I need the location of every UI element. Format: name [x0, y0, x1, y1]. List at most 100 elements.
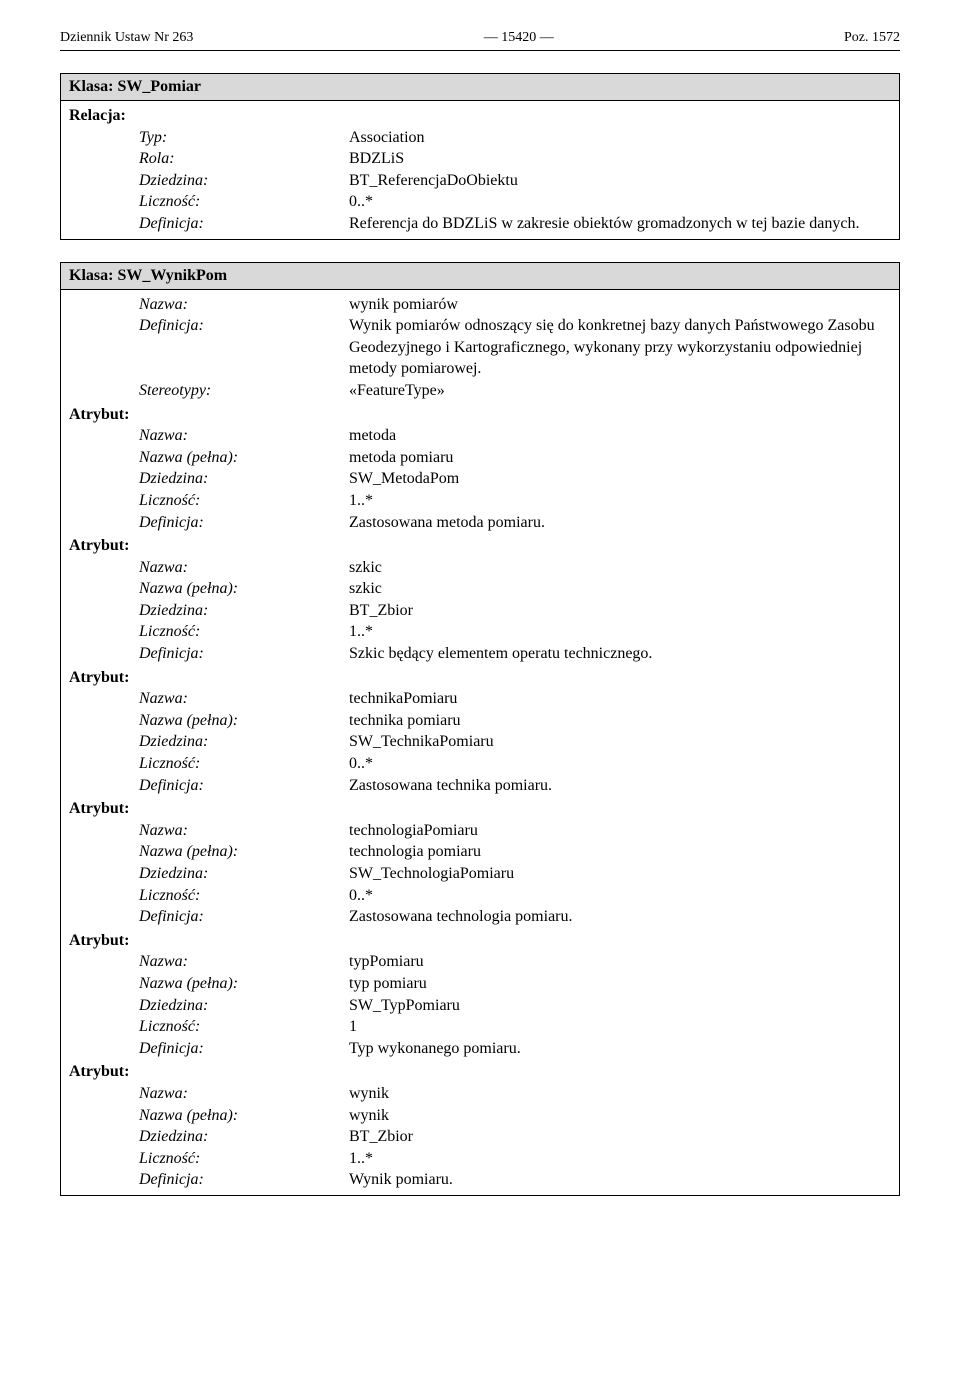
relacja-label: Relacja:	[69, 105, 891, 127]
val-nazwa: typPomiaru	[349, 951, 891, 973]
label-nazwa: Nazwa:	[69, 557, 349, 579]
label-definicja: Definicja:	[69, 512, 349, 534]
label-nazwa-pelna: Nazwa (pełna):	[69, 1105, 349, 1127]
val-dziedzina: BT_Zbior	[349, 600, 891, 622]
val-licznosc: 0..*	[349, 753, 891, 775]
label-rola: Rola:	[69, 148, 349, 170]
klasa-sw-pomiar: Klasa: SW_Pomiar Relacja: Typ:Associatio…	[60, 73, 900, 240]
val-nazwa: technikaPomiaru	[349, 688, 891, 710]
atrybut-label: Atrybut:	[69, 1061, 891, 1083]
klasa-header: Klasa: SW_WynikPom	[61, 262, 900, 289]
val-typ: Association	[349, 127, 891, 149]
klasa-body: Relacja: Typ:Association Rola:BDZLiS Dzi…	[61, 101, 900, 240]
label-nazwa-pelna: Nazwa (pełna):	[69, 447, 349, 469]
val-definicja: Zastosowana metoda pomiaru.	[349, 512, 891, 534]
header-rule	[60, 50, 900, 51]
label-licznosc: Liczność:	[69, 490, 349, 512]
label-nazwa-pelna: Nazwa (pełna):	[69, 710, 349, 732]
val-definicja: Referencja do BDZLiS w zakresie obiektów…	[349, 213, 891, 235]
label-nazwa: Nazwa:	[69, 294, 349, 316]
val-licznosc: 0..*	[349, 885, 891, 907]
atrybut-label: Atrybut:	[69, 535, 891, 557]
val-nazwa: wynik	[349, 1083, 891, 1105]
label-nazwa: Nazwa:	[69, 820, 349, 842]
val-nazwa: szkic	[349, 557, 891, 579]
val-dziedzina: BT_Zbior	[349, 1126, 891, 1148]
label-stereotypy: Stereotypy:	[69, 380, 349, 402]
val-dziedzina: SW_TypPomiaru	[349, 995, 891, 1017]
val-dziedzina: SW_MetodaPom	[349, 468, 891, 490]
label-dziedzina: Dziedzina:	[69, 863, 349, 885]
val-nazwa-pelna: metoda pomiaru	[349, 447, 891, 469]
label-licznosc: Liczność:	[69, 885, 349, 907]
val-stereotypy: «FeatureType»	[349, 380, 891, 402]
val-definicja: Zastosowana technologia pomiaru.	[349, 906, 891, 928]
label-definicja: Definicja:	[69, 643, 349, 665]
val-nazwa-pelna: technika pomiaru	[349, 710, 891, 732]
atrybut-label: Atrybut:	[69, 404, 891, 426]
label-licznosc: Liczność:	[69, 191, 349, 213]
val-licznosc: 1..*	[349, 490, 891, 512]
label-typ: Typ:	[69, 127, 349, 149]
label-nazwa-pelna: Nazwa (pełna):	[69, 578, 349, 600]
val-definicja: Zastosowana technika pomiaru.	[349, 775, 891, 797]
label-nazwa: Nazwa:	[69, 1083, 349, 1105]
val-nazwa-pelna: szkic	[349, 578, 891, 600]
val-nazwa: metoda	[349, 425, 891, 447]
label-dziedzina: Dziedzina:	[69, 468, 349, 490]
label-dziedzina: Dziedzina:	[69, 1126, 349, 1148]
label-nazwa: Nazwa:	[69, 688, 349, 710]
label-definicja: Definicja:	[69, 1038, 349, 1060]
klasa-header: Klasa: SW_Pomiar	[61, 74, 900, 101]
label-definicja: Definicja:	[69, 213, 349, 235]
atrybut-block: Atrybut:Nazwa:technikaPomiaruNazwa (pełn…	[69, 667, 891, 797]
val-dziedzina: BT_ReferencjaDoObiektu	[349, 170, 891, 192]
atrybut-label: Atrybut:	[69, 930, 891, 952]
label-definicja: Definicja:	[69, 775, 349, 797]
header-left: Dziennik Ustaw Nr 263	[60, 30, 193, 46]
atrybut-block: Atrybut:Nazwa:wynikNazwa (pełna):wynikDz…	[69, 1061, 891, 1191]
klasa-sw-wynikpom: Klasa: SW_WynikPom Nazwa:wynik pomiarów …	[60, 262, 900, 1196]
val-licznosc: 0..*	[349, 191, 891, 213]
label-licznosc: Liczność:	[69, 1148, 349, 1170]
atrybut-block: Atrybut:Nazwa:typPomiaruNazwa (pełna):ty…	[69, 930, 891, 1060]
label-dziedzina: Dziedzina:	[69, 995, 349, 1017]
val-definicja: Typ wykonanego pomiaru.	[349, 1038, 891, 1060]
val-nazwa-pelna: wynik	[349, 1105, 891, 1127]
atrybut-block: Atrybut:Nazwa:szkicNazwa (pełna):szkicDz…	[69, 535, 891, 665]
val-definicja: Wynik pomiarów odnoszący się do konkretn…	[349, 315, 891, 380]
val-rola: BDZLiS	[349, 148, 891, 170]
label-nazwa: Nazwa:	[69, 425, 349, 447]
page-header: Dziennik Ustaw Nr 263 — 15420 — Poz. 157…	[60, 30, 900, 46]
klasa-prefix: Klasa:	[69, 267, 117, 284]
label-dziedzina: Dziedzina:	[69, 731, 349, 753]
klasa-name: SW_Pomiar	[117, 78, 201, 95]
val-licznosc: 1..*	[349, 621, 891, 643]
val-licznosc: 1	[349, 1016, 891, 1038]
val-licznosc: 1..*	[349, 1148, 891, 1170]
atrybut-block: Atrybut:Nazwa:technologiaPomiaruNazwa (p…	[69, 798, 891, 928]
label-dziedzina: Dziedzina:	[69, 170, 349, 192]
label-nazwa-pelna: Nazwa (pełna):	[69, 841, 349, 863]
val-nazwa: technologiaPomiaru	[349, 820, 891, 842]
val-definicja: Wynik pomiaru.	[349, 1169, 891, 1191]
label-licznosc: Liczność:	[69, 1016, 349, 1038]
atrybut-block: Atrybut:Nazwa:metodaNazwa (pełna):metoda…	[69, 404, 891, 534]
val-dziedzina: SW_TechnikaPomiaru	[349, 731, 891, 753]
klasa-name: SW_WynikPom	[117, 267, 227, 284]
label-definicja: Definicja:	[69, 1169, 349, 1191]
klasa-prefix: Klasa:	[69, 78, 117, 95]
label-licznosc: Liczność:	[69, 753, 349, 775]
val-dziedzina: SW_TechnologiaPomiaru	[349, 863, 891, 885]
label-definicja: Definicja:	[69, 315, 349, 380]
atrybut-label: Atrybut:	[69, 798, 891, 820]
label-nazwa: Nazwa:	[69, 951, 349, 973]
label-definicja: Definicja:	[69, 906, 349, 928]
val-nazwa-pelna: technologia pomiaru	[349, 841, 891, 863]
atrybut-label: Atrybut:	[69, 667, 891, 689]
label-dziedzina: Dziedzina:	[69, 600, 349, 622]
val-nazwa: wynik pomiarów	[349, 294, 891, 316]
val-nazwa-pelna: typ pomiaru	[349, 973, 891, 995]
label-nazwa-pelna: Nazwa (pełna):	[69, 973, 349, 995]
label-licznosc: Liczność:	[69, 621, 349, 643]
